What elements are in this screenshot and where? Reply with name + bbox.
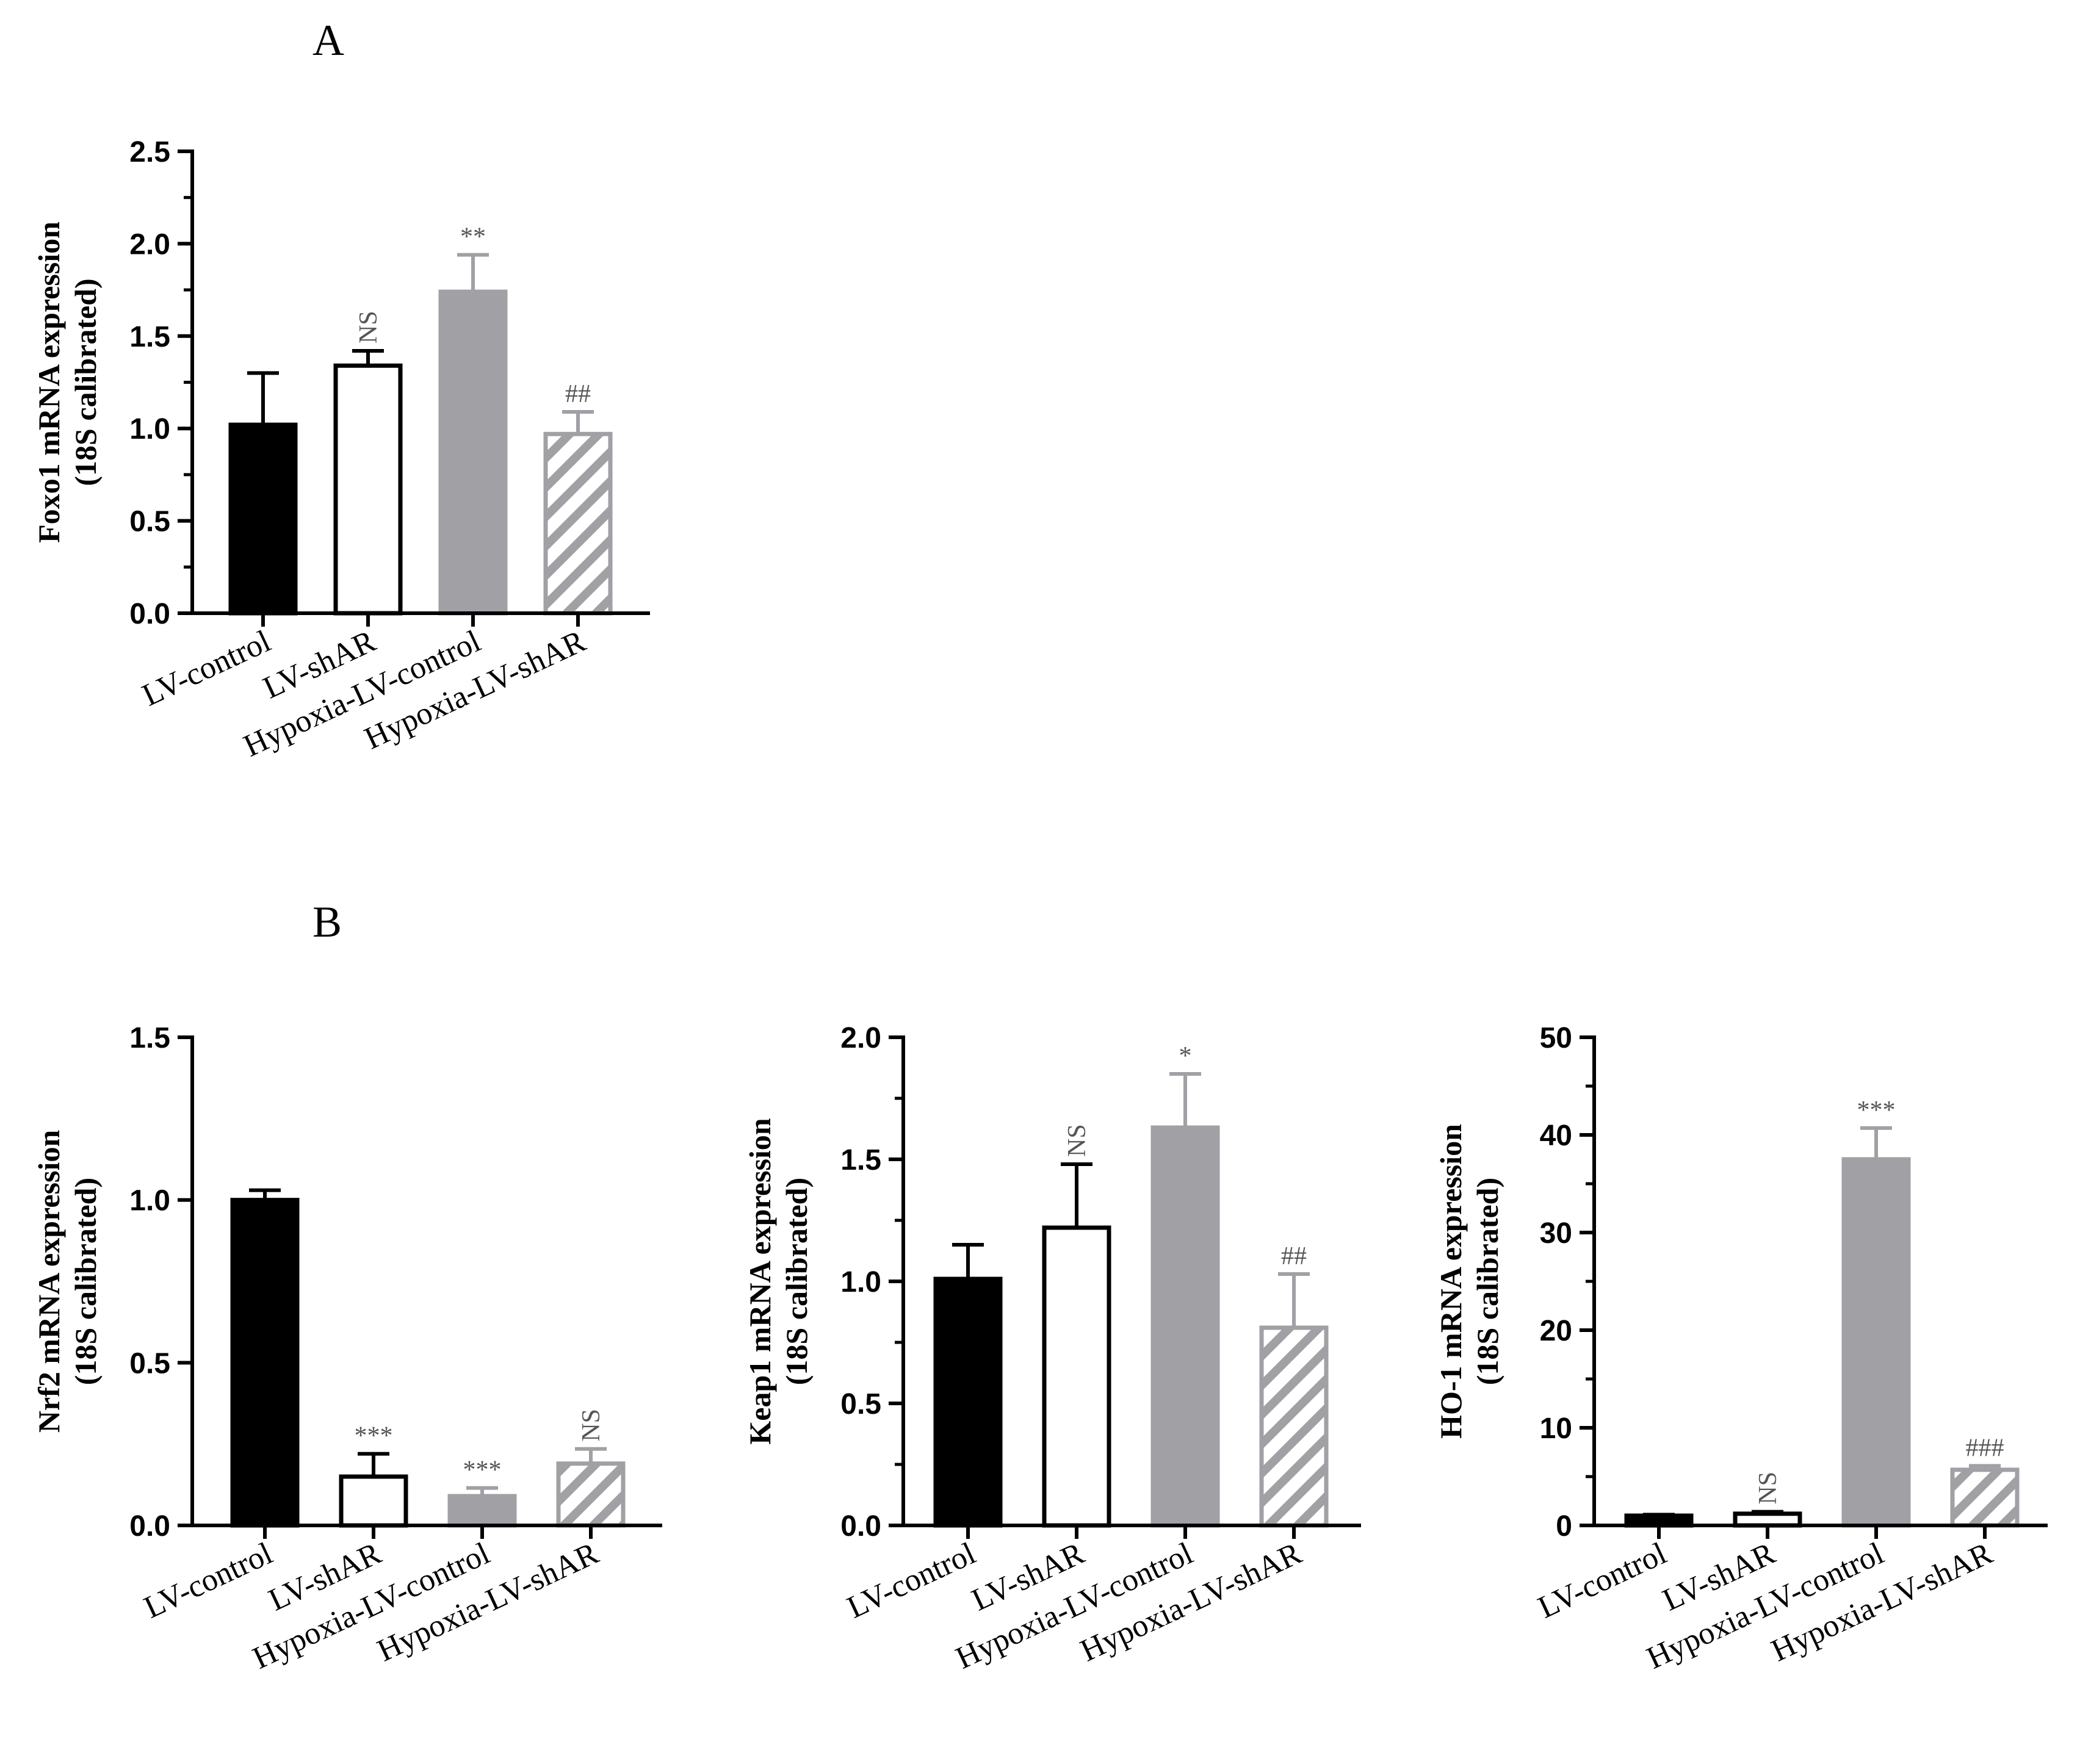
- bar-hypoxia-lv-control: [447, 1494, 517, 1528]
- y-tick-label: 2.0: [129, 228, 170, 261]
- foxo1-chart: LV-controlNSLV-shAR**Hypoxia-LV-control#…: [32, 136, 650, 764]
- bar-lv-shar: [339, 1474, 408, 1528]
- significance-label: NS: [355, 311, 383, 344]
- y-axis-title: Foxo1 mRNA expression: [32, 221, 66, 543]
- y-axis-subtitle: (18S calibrated): [779, 1178, 814, 1385]
- bar-hypoxia-lv-control: [1841, 1157, 1911, 1528]
- y-axis-subtitle: (18S calibrated): [68, 1178, 103, 1385]
- bar-hypoxia-lv-shar: [543, 431, 613, 616]
- bar-hypoxia-lv-shar: [1259, 1325, 1329, 1528]
- y-tick-label: 30: [1540, 1217, 1572, 1250]
- significance-label: *: [1179, 1042, 1192, 1070]
- category-label: LV-control: [1533, 1536, 1672, 1625]
- y-tick-label: 0.5: [129, 1347, 170, 1380]
- y-tick-label: 10: [1540, 1413, 1572, 1445]
- bar-lv-control: [230, 1198, 300, 1528]
- y-tick-label: 0.0: [129, 598, 170, 630]
- category-label: LV-control: [139, 1536, 278, 1625]
- y-tick-label: 1.0: [129, 413, 170, 445]
- y-tick-label: 1.0: [129, 1185, 170, 1217]
- significance-label: ##: [565, 380, 591, 408]
- panel-label-b: B: [312, 898, 342, 946]
- significance-label: **: [460, 223, 486, 251]
- ho1-chart: LV-controlNSLV-shAR***Hypoxia-LV-control…: [1434, 1022, 2048, 1676]
- bar-lv-control: [933, 1276, 1003, 1528]
- y-tick-label: 40: [1540, 1120, 1572, 1152]
- significance-label: ***: [355, 1422, 393, 1450]
- significance-label: NS: [1063, 1124, 1091, 1157]
- y-tick-label: 2.5: [129, 136, 170, 168]
- keap1-chart: LV-controlNSLV-shAR*Hypoxia-LV-control##…: [743, 1022, 1361, 1676]
- y-tick-label: 0.0: [840, 1510, 881, 1543]
- significance-label: ###: [1966, 1434, 2004, 1462]
- significance-label: NS: [577, 1409, 605, 1442]
- y-tick-label: 1.0: [840, 1266, 881, 1298]
- bar-hypoxia-lv-shar: [1950, 1467, 2020, 1528]
- category-label: LV-control: [137, 624, 276, 713]
- y-tick-label: 1.5: [129, 321, 170, 353]
- significance-label: ***: [463, 1456, 502, 1485]
- bar-hypoxia-lv-shar: [556, 1461, 626, 1528]
- y-axis-subtitle: (18S calibrated): [1470, 1178, 1504, 1385]
- y-tick-label: 1.5: [129, 1022, 170, 1054]
- y-tick-label: 0: [1556, 1510, 1572, 1543]
- y-tick-label: 0.0: [129, 1510, 170, 1543]
- bar-lv-shar: [1042, 1225, 1111, 1528]
- significance-label: NS: [1754, 1472, 1782, 1505]
- bar-hypoxia-lv-control: [1150, 1125, 1220, 1528]
- bar-lv-shar: [333, 363, 403, 616]
- y-axis-subtitle: (18S calibrated): [68, 278, 103, 486]
- y-tick-label: 2.0: [840, 1022, 881, 1054]
- y-axis-title: Nrf2 mRNA expression: [32, 1130, 66, 1433]
- bar-hypoxia-lv-control: [438, 289, 508, 616]
- y-tick-label: 1.5: [840, 1144, 881, 1176]
- y-tick-label: 0.5: [840, 1388, 881, 1420]
- category-label: LV-control: [842, 1536, 981, 1625]
- bar-lv-control: [228, 422, 298, 616]
- significance-label: ##: [1281, 1242, 1307, 1270]
- significance-label: ***: [1857, 1096, 1896, 1125]
- nrf2-chart: LV-control***LV-shAR***Hypoxia-LV-contro…: [32, 1022, 662, 1676]
- y-axis-title: HO-1 mRNA expression: [1434, 1124, 1468, 1439]
- y-tick-label: 20: [1540, 1315, 1572, 1347]
- panel-label-a: A: [312, 16, 344, 65]
- y-tick-label: 50: [1540, 1022, 1572, 1054]
- y-axis-title: Keap1 mRNA expression: [743, 1118, 777, 1444]
- y-tick-label: 0.5: [129, 506, 170, 538]
